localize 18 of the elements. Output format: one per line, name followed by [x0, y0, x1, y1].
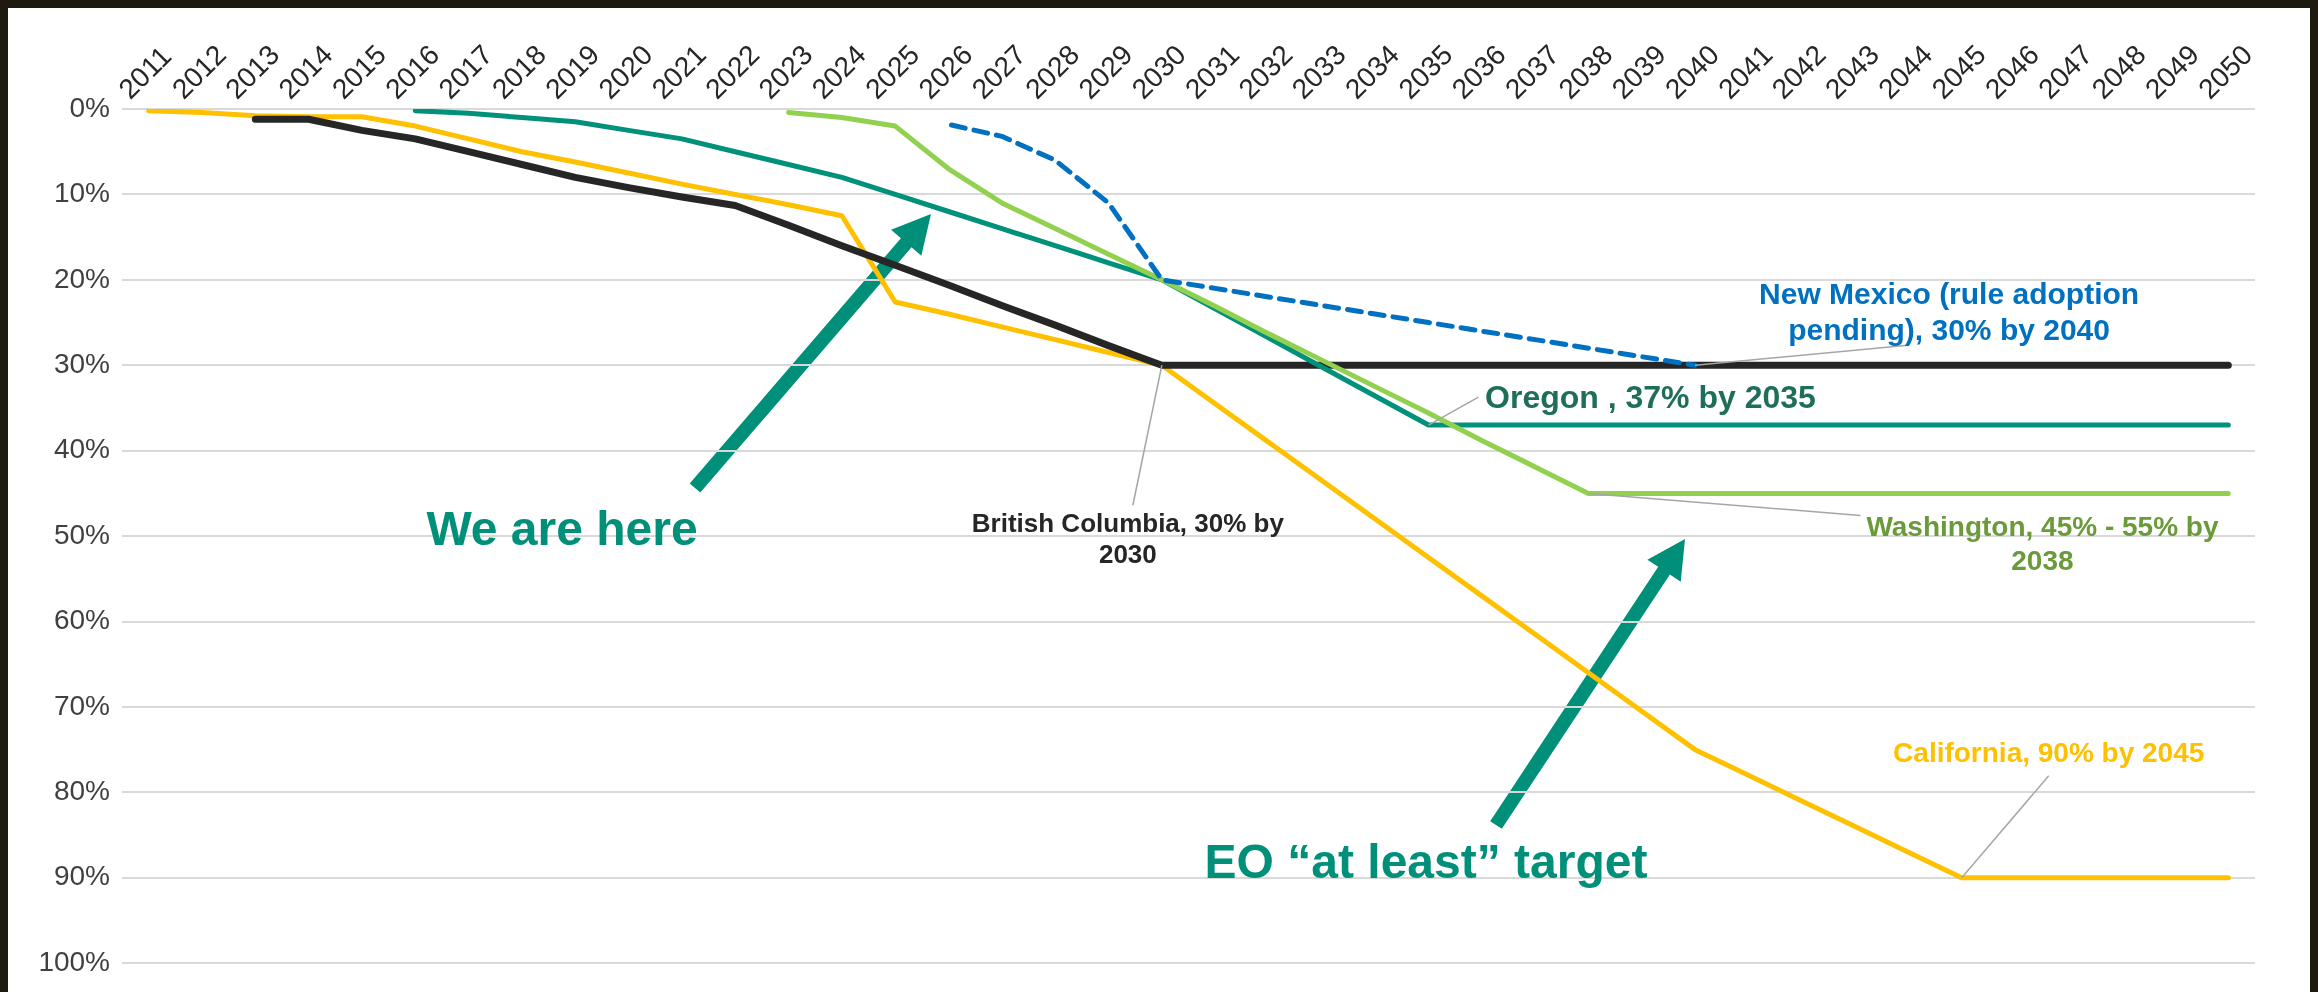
y-tick-label: 0% — [69, 91, 110, 123]
annotation: Washington, 45% - 55% by 2038 — [1866, 511, 2219, 576]
annotation: California, 90% by 2045 — [1893, 737, 2205, 769]
y-tick-label: 40% — [53, 433, 110, 465]
y-tick-label: 10% — [53, 177, 110, 209]
y-tick-label: 70% — [53, 689, 110, 721]
y-tick-label: 20% — [53, 262, 110, 294]
y-tick-label: 50% — [53, 518, 110, 550]
y-tick-label: 80% — [53, 775, 110, 807]
y-tick-label: 100% — [38, 945, 110, 977]
y-tick-label: 90% — [53, 860, 110, 892]
annotation: We are here — [426, 502, 698, 556]
annotation: British Columbia, 30% by 2030 — [971, 507, 1285, 570]
y-tick-label: 60% — [53, 604, 110, 636]
annotation: New Mexico (rule adoption pending), 30% by 2040 — [1759, 276, 2140, 346]
annotation: EO “at least” target — [1204, 835, 1648, 889]
annotation: Oregon , 37% by 2035 — [1485, 378, 1816, 415]
y-tick-label: 30% — [53, 347, 110, 379]
